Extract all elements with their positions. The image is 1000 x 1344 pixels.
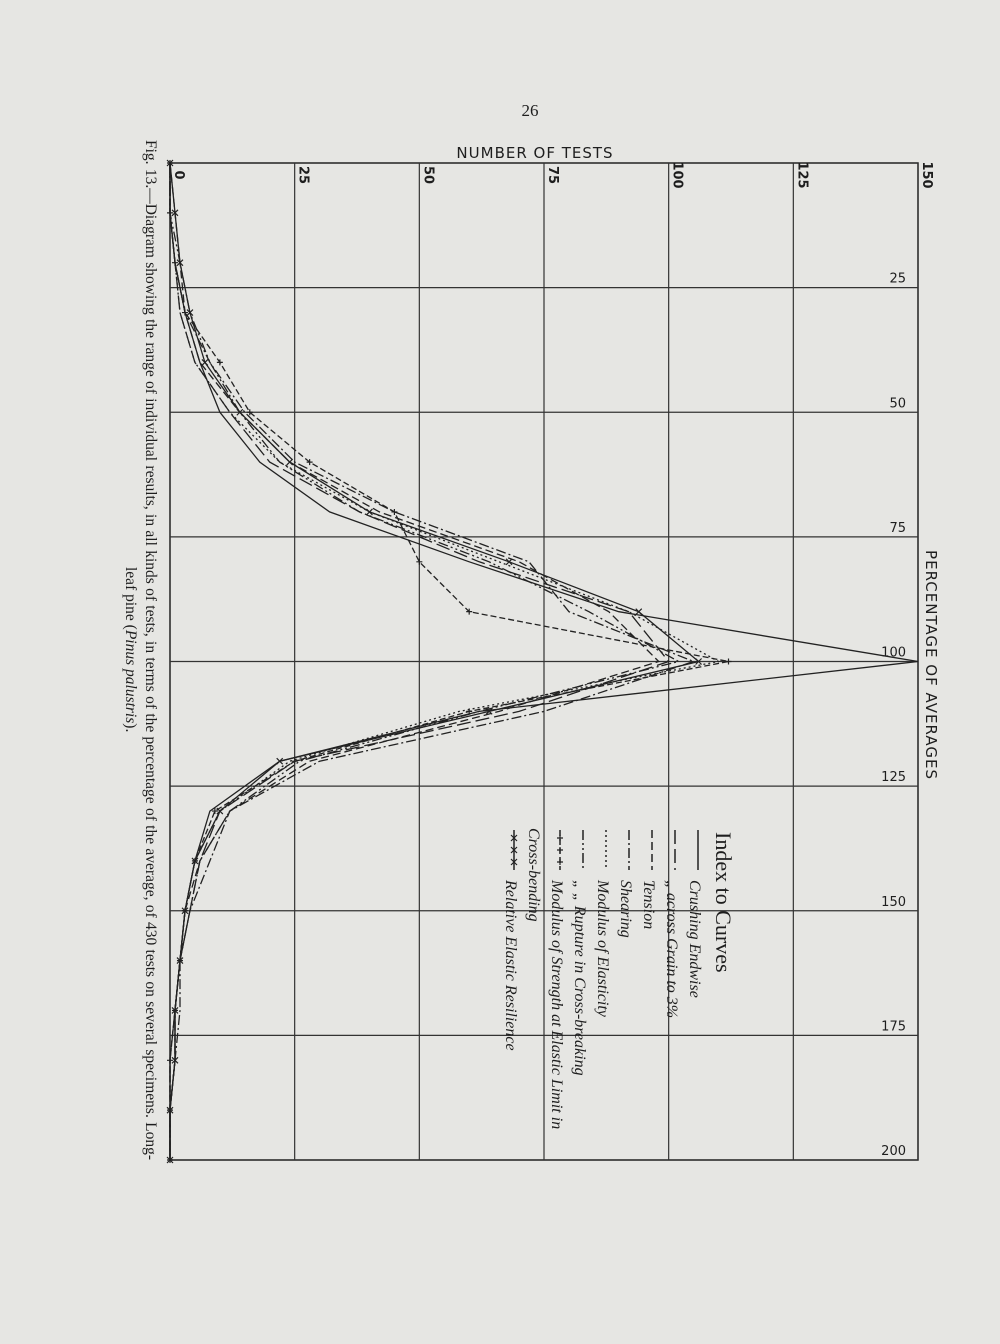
point-marker <box>276 757 284 765</box>
point-marker <box>171 1056 179 1064</box>
legend: Index to Curves Crushing Endwise „ across … <box>425 828 740 1158</box>
legend-marker <box>510 846 518 854</box>
legend-label: Tension <box>640 880 657 930</box>
legend-entry: Modulus of Elasticity <box>591 828 614 1158</box>
legend-entry: Tension <box>637 828 660 1158</box>
point-marker <box>181 907 189 915</box>
point-marker <box>191 857 199 865</box>
point-marker <box>246 409 253 416</box>
point-marker <box>286 458 294 466</box>
point-marker <box>201 358 209 366</box>
point-marker <box>171 1007 179 1014</box>
y-tick-label: 75 <box>545 166 560 184</box>
legend-marker <box>556 835 563 841</box>
legend-swatch <box>627 830 630 870</box>
caption-text: Fig. 13.—Diagram showing the range of in… <box>122 140 159 1160</box>
point-marker <box>176 957 184 965</box>
point-marker <box>306 459 313 466</box>
legend-entry: Shearing <box>614 828 637 1158</box>
legend-label: Relative Elastic Resilience <box>502 880 519 1051</box>
x-tick-label: 50 <box>889 396 906 411</box>
point-marker <box>725 658 732 665</box>
y-tick-label: 125 <box>794 161 809 188</box>
legend-marker <box>510 858 518 866</box>
legend-title: Index to Curves <box>711 832 736 973</box>
legend-entry: Crushing Endwise <box>683 828 706 1158</box>
y-tick-label: 25 <box>296 166 311 184</box>
x-tick-label: 75 <box>889 521 906 536</box>
legend-label: Modulus of Elasticity <box>594 880 611 1017</box>
x-tick-label: 125 <box>881 770 906 785</box>
point-marker <box>167 1057 173 1064</box>
y-tick-label: 100 <box>670 161 685 188</box>
y-tick-label: 0 <box>171 170 186 179</box>
y-axis-title: NUMBER OF TESTS <box>456 144 613 162</box>
point-marker <box>635 608 643 616</box>
legend-entry: Relative Elastic Resilience <box>499 828 522 1158</box>
legend-marker <box>510 834 518 842</box>
point-marker <box>236 408 244 416</box>
point-marker <box>695 658 703 665</box>
legend-label: „ „ Rupture in Cross-breaking <box>571 880 588 1076</box>
point-marker <box>466 708 473 715</box>
legend-entry: „ across Grain to 3% <box>660 828 683 1158</box>
caption-end: ). <box>122 723 139 733</box>
legend-label: Modulus of Strength at Elastic Limit in … <box>525 828 565 1130</box>
caption: Fig. 13.—Diagram showing the range of in… <box>112 140 160 1160</box>
legend-label: Crushing Endwise <box>686 880 703 998</box>
point-marker <box>167 209 173 216</box>
legend-entry: Modulus of Strength at Elastic Limit in … <box>522 828 568 1158</box>
point-marker <box>181 309 188 316</box>
point-marker <box>216 807 224 815</box>
y-tick-label: 50 <box>420 166 435 184</box>
point-marker <box>416 558 423 565</box>
legend-swatch <box>510 830 518 870</box>
point-marker <box>391 508 398 515</box>
y-tick-label: 150 <box>919 161 934 188</box>
legend-swatch <box>673 830 676 870</box>
legend-entry: „ „ Rupture in Cross-breaking <box>568 828 591 1158</box>
legend-marker <box>556 847 563 853</box>
page-number: 26 <box>522 101 539 120</box>
legend-swatch <box>604 830 607 870</box>
point-marker <box>466 608 473 615</box>
series-line <box>169 163 721 1160</box>
point-marker <box>216 359 223 366</box>
point-marker <box>166 159 174 167</box>
legend-swatch <box>581 830 584 870</box>
point-marker <box>505 558 513 566</box>
x-tick-label: 25 <box>889 272 906 287</box>
legend-label: „ across Grain to 3% <box>663 880 680 1019</box>
point-marker <box>186 309 194 316</box>
point-marker <box>176 259 184 267</box>
point-marker <box>485 707 493 715</box>
point-marker <box>166 1106 174 1114</box>
legend-swatch <box>650 830 653 870</box>
x-tick-label: 175 <box>881 1019 906 1034</box>
point-marker <box>171 209 179 217</box>
x-axis-title: PERCENTAGE OF AVERAGES <box>922 550 940 780</box>
legend-swatch <box>556 830 563 870</box>
series-line <box>169 163 696 1160</box>
legend-swatch <box>696 830 699 870</box>
point-marker <box>171 259 178 266</box>
legend-label: Shearing <box>617 880 634 938</box>
point-marker <box>211 808 218 815</box>
point-marker <box>366 508 373 516</box>
point-marker <box>291 758 298 765</box>
caption-species: Pinus palustris <box>122 630 139 724</box>
x-tick-label: 150 <box>881 895 906 910</box>
legend-marker <box>556 859 563 865</box>
series-line <box>169 163 729 1160</box>
x-tick-label: 200 <box>881 1144 906 1159</box>
point-marker <box>166 1156 174 1164</box>
